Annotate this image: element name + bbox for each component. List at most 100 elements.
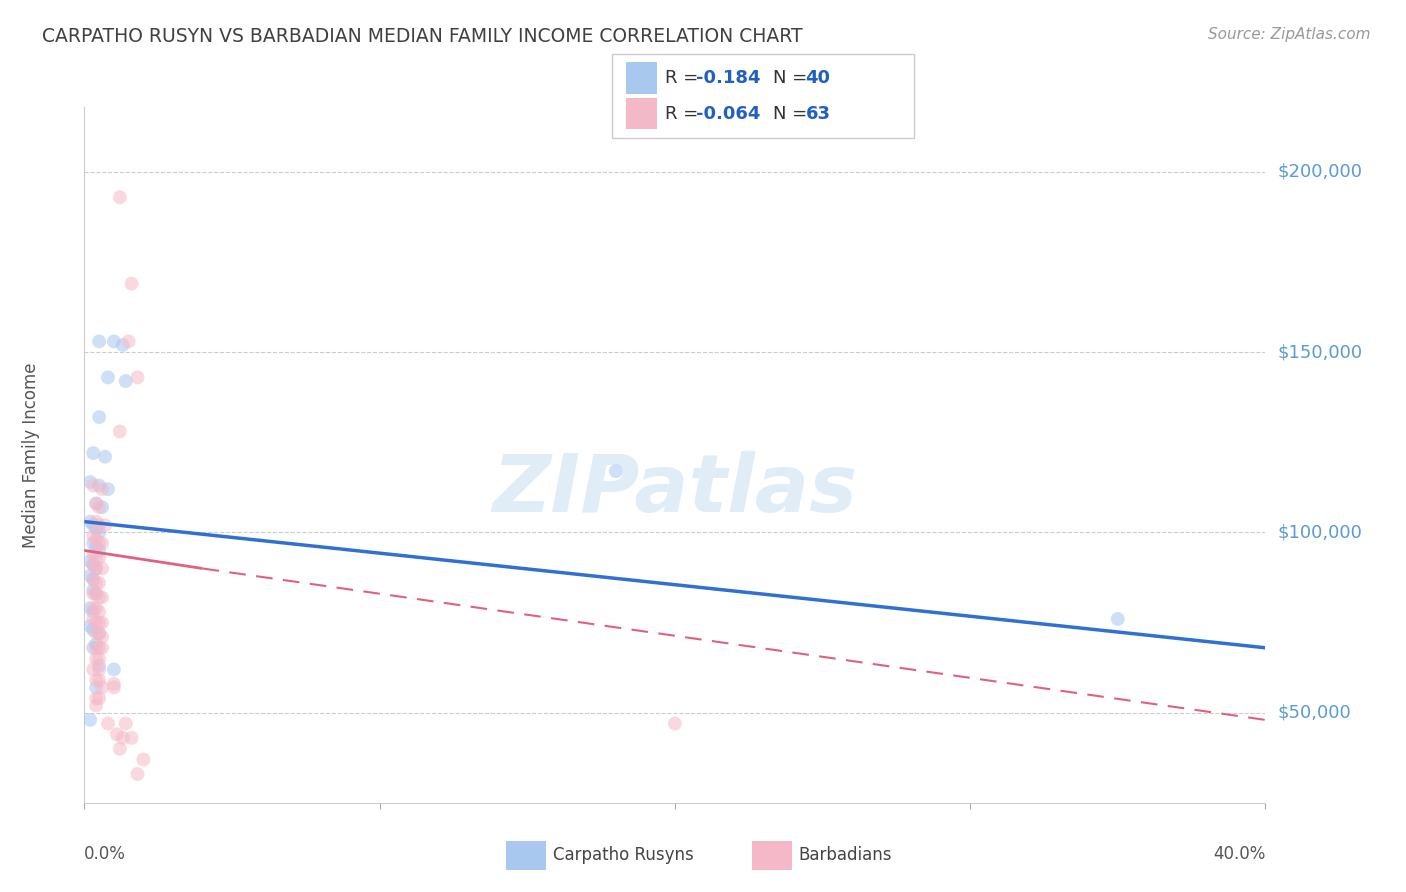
Point [87,640,111,655]
Text: Median Family Income: Median Family Income [22,362,41,548]
Point [79,601,101,615]
Point [79,568,101,582]
Point [87,626,111,640]
Point [87,575,111,590]
Point [79,515,101,529]
Text: R =: R = [665,104,704,123]
Point [82,478,104,492]
Point [82,529,104,543]
Point [82,572,104,586]
Point [91,640,114,655]
Text: -0.184: -0.184 [696,69,761,87]
Point [84,497,107,511]
Point [84,691,107,706]
Point [118,334,141,349]
Point [79,713,101,727]
Point [97,482,120,496]
Point [114,374,136,388]
Point [97,370,120,384]
Point [82,605,104,619]
Point [103,677,125,691]
Text: $200,000: $200,000 [1277,163,1362,181]
Point [87,478,111,492]
Point [91,561,114,575]
Point [87,626,111,640]
Point [84,640,107,655]
Point [84,601,107,615]
Point [103,662,125,676]
Point [87,605,111,619]
Point [84,626,107,640]
Point [87,536,111,550]
Point [87,543,111,558]
Point [103,334,125,349]
Point [87,651,111,665]
Point [87,615,111,630]
Text: Source: ZipAtlas.com: Source: ZipAtlas.com [1208,27,1371,42]
Point [91,536,114,550]
Point [82,583,104,598]
Text: N =: N = [773,104,813,123]
Point [84,698,107,713]
Point [132,753,155,767]
Point [84,522,107,536]
Point [111,338,134,352]
Point [84,637,107,651]
Point [127,767,149,781]
Point [87,525,111,540]
Point [82,640,104,655]
Point [82,612,104,626]
Point [82,601,104,615]
Text: 40.0%: 40.0% [1213,845,1265,863]
Point [87,591,111,605]
Point [103,681,125,695]
Point [91,630,114,644]
Text: $100,000: $100,000 [1277,524,1362,541]
Point [87,518,111,533]
Point [91,482,114,496]
Point [121,731,143,745]
Point [91,681,114,695]
Point [108,425,131,439]
Point [79,475,101,489]
Point [82,558,104,572]
Point [82,587,104,601]
Point [94,450,117,464]
Point [87,410,111,425]
Point [82,547,104,561]
Point [84,515,107,529]
Text: 40: 40 [806,69,831,87]
Point [97,716,120,731]
Point [79,554,101,568]
Point [84,587,107,601]
Text: -0.064: -0.064 [696,104,761,123]
Point [84,561,107,575]
Point [84,575,107,590]
Point [84,651,107,665]
Point [87,500,111,515]
Point [605,464,627,478]
Text: N =: N = [773,69,813,87]
Point [91,500,114,515]
Point [84,615,107,630]
Point [84,497,107,511]
Point [94,518,117,533]
Point [82,623,104,637]
Point [84,673,107,688]
Text: 63: 63 [806,104,831,123]
Point [84,533,107,547]
Point [121,277,143,291]
Point [84,540,107,554]
Point [84,550,107,565]
Point [82,536,104,550]
Point [84,561,107,575]
Text: $150,000: $150,000 [1277,343,1362,361]
Point [82,662,104,676]
Point [87,673,111,688]
Point [108,190,131,204]
Point [87,691,111,706]
Text: CARPATHO RUSYN VS BARBADIAN MEDIAN FAMILY INCOME CORRELATION CHART: CARPATHO RUSYN VS BARBADIAN MEDIAN FAMIL… [42,27,803,45]
Point [114,716,136,731]
Point [87,550,111,565]
Point [1107,612,1129,626]
